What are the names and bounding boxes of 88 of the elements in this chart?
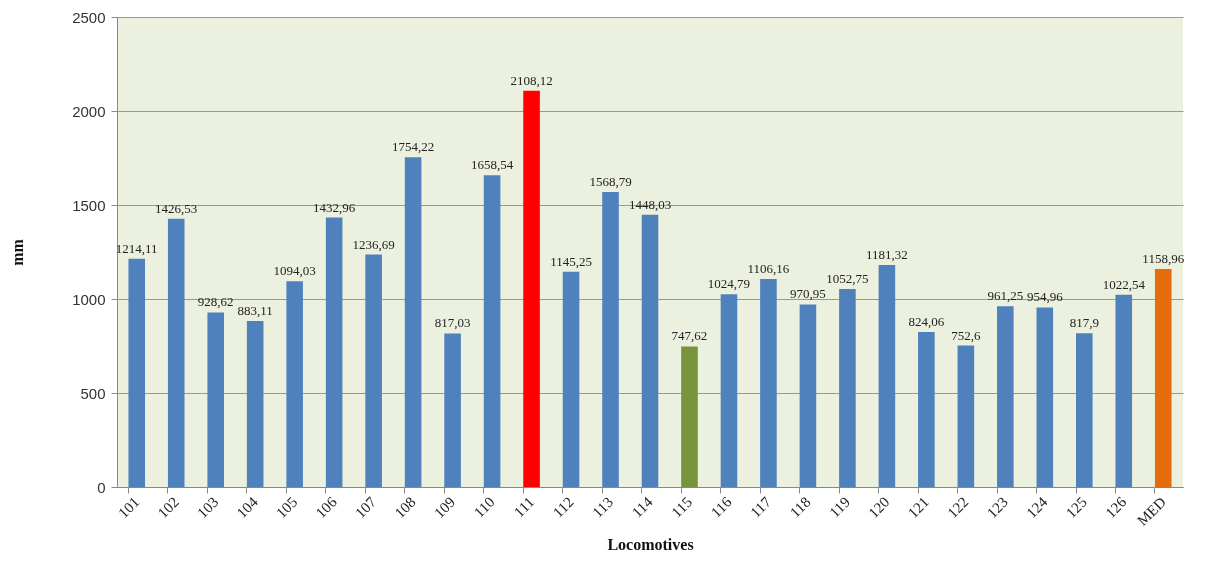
bar xyxy=(167,218,185,487)
y-tick-label: 500 xyxy=(80,384,106,402)
bar xyxy=(444,333,461,487)
bar xyxy=(207,312,224,487)
data-label: 817,03 xyxy=(434,315,471,331)
x-tick-label: 122 xyxy=(944,493,972,522)
data-label: 883,11 xyxy=(237,302,273,318)
bar xyxy=(523,90,540,487)
x-tick-label: 114 xyxy=(628,493,656,521)
bar xyxy=(799,304,817,487)
bar xyxy=(839,289,856,487)
data-label: 1426,53 xyxy=(155,200,198,216)
data-label: 1181,32 xyxy=(866,246,908,262)
x-tick-label: 103 xyxy=(194,493,222,522)
data-label: 1432,96 xyxy=(313,199,356,215)
data-label: 1106,16 xyxy=(747,261,790,277)
data-label: 1214,11 xyxy=(115,240,158,256)
data-label: 752,6 xyxy=(951,327,981,343)
data-label: 1658,54 xyxy=(470,157,514,173)
x-tick-label: 120 xyxy=(865,493,893,522)
data-label: 747,62 xyxy=(671,328,708,344)
bar xyxy=(918,332,935,487)
x-tick-label: 117 xyxy=(747,493,775,521)
x-tick-label: 121 xyxy=(904,493,933,522)
bar xyxy=(483,175,501,487)
x-tick-label: 125 xyxy=(1062,493,1090,522)
bar xyxy=(1076,333,1093,487)
bar xyxy=(997,306,1014,487)
x-tick-label: 124 xyxy=(1023,493,1051,522)
bar xyxy=(1036,307,1054,487)
x-tick-label: 109 xyxy=(431,493,459,522)
data-label: 1052,75 xyxy=(826,271,869,287)
x-tick-label: 116 xyxy=(707,493,735,521)
bar xyxy=(325,217,343,487)
y-tick-label: 0 xyxy=(97,478,106,496)
bar xyxy=(720,294,738,487)
y-axis-title: mm xyxy=(9,238,27,266)
data-label: 817,9 xyxy=(1069,315,1099,331)
y-tick-label: 2500 xyxy=(72,8,106,26)
x-tick-label: 123 xyxy=(983,493,1011,522)
data-label: 961,25 xyxy=(987,288,1024,304)
x-tick-label: 112 xyxy=(549,493,577,521)
data-label: 1094,03 xyxy=(273,263,316,279)
data-label: 1754,22 xyxy=(391,139,435,155)
x-tick-label: 119 xyxy=(826,493,854,521)
data-label: 954,96 xyxy=(1026,289,1064,305)
data-label: 928,62 xyxy=(197,294,234,310)
data-label: 970,95 xyxy=(790,286,826,302)
x-tick-label: 108 xyxy=(391,493,419,522)
bar xyxy=(365,254,382,487)
x-tick-label: 101 xyxy=(115,493,143,522)
bar xyxy=(128,258,146,487)
y-tick-label: 1000 xyxy=(72,290,106,308)
x-tick-label: 105 xyxy=(273,493,301,522)
data-label: 1448,03 xyxy=(628,196,672,212)
bar xyxy=(681,346,698,487)
x-tick-label: 118 xyxy=(786,493,814,521)
x-tick-label: 106 xyxy=(312,493,341,522)
bar xyxy=(957,345,975,487)
x-tick-label: 111 xyxy=(510,493,538,521)
bar xyxy=(286,281,303,487)
bar xyxy=(760,279,777,487)
bar xyxy=(602,192,619,487)
x-tick-label: 113 xyxy=(589,493,617,521)
x-tick-label: 110 xyxy=(470,493,498,521)
bar xyxy=(878,264,896,487)
data-label: 824,06 xyxy=(908,314,945,330)
data-label: 1158,96 xyxy=(1142,251,1185,267)
data-label: 2108,12 xyxy=(510,72,553,88)
data-label: 1236,69 xyxy=(352,236,395,252)
y-tick-label: 2000 xyxy=(72,102,106,120)
data-label: 1024,79 xyxy=(707,276,751,292)
bar xyxy=(404,157,422,487)
x-tick-label: 115 xyxy=(668,493,696,521)
bar xyxy=(246,320,264,487)
data-label: 1568,79 xyxy=(589,174,632,190)
x-tick-label: 102 xyxy=(154,493,182,522)
x-tick-label: 126 xyxy=(1102,493,1130,522)
data-label: 1022,54 xyxy=(1102,276,1146,292)
data-label: 1145,25 xyxy=(550,253,592,269)
x-axis-title: Locomotives xyxy=(607,535,694,553)
bar xyxy=(1154,269,1172,487)
bar xyxy=(562,271,580,487)
bar xyxy=(1115,294,1133,487)
x-tick-label: 104 xyxy=(233,493,262,522)
y-tick-label: 1500 xyxy=(72,196,106,214)
bar xyxy=(641,214,659,487)
x-tick-label: 107 xyxy=(352,493,380,522)
